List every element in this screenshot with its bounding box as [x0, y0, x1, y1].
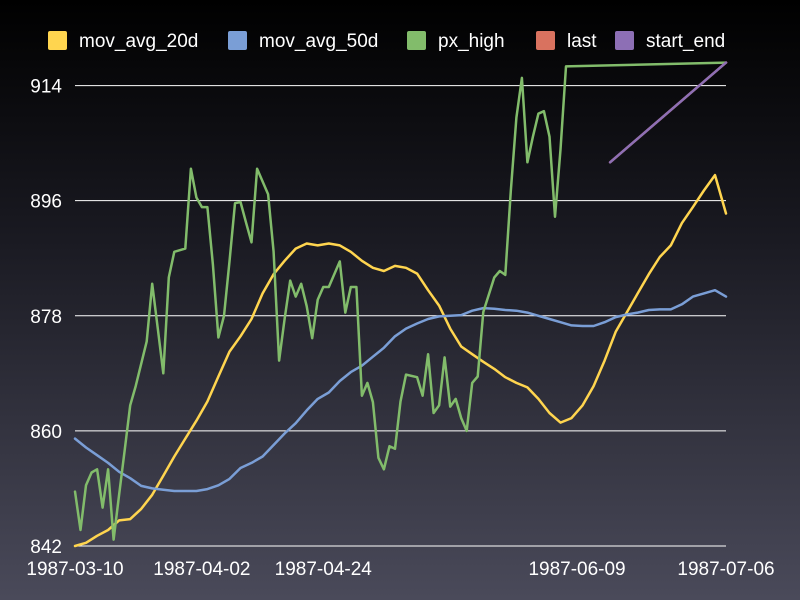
legend-label-start-end: start_end [646, 31, 725, 52]
x-tick-label: 1987-07-06 [677, 559, 774, 580]
legend-label-mov-avg-50d: mov_avg_50d [259, 31, 378, 52]
y-tick-label: 842 [30, 537, 62, 558]
legend: mov_avg_20d mov_avg_50d px_high last start_e… [48, 31, 725, 52]
x-tick-label: 1987-04-02 [153, 559, 250, 580]
x-tick-label: 1987-03-10 [26, 559, 123, 580]
legend-swatch-last [536, 31, 555, 50]
y-tick-label: 878 [30, 307, 62, 328]
legend-swatch-start-end [615, 31, 634, 50]
series-line-mov-avg-50d [73, 288, 728, 493]
series-line-mov-avg-20d [73, 173, 728, 548]
series-line-px-high [73, 61, 728, 541]
y-axis: 842 860 878 896 914 [30, 77, 62, 558]
legend-swatch-px-high [407, 31, 426, 50]
legend-label-px-high: px_high [438, 31, 505, 52]
legend-label-mov-avg-20d: mov_avg_20d [79, 31, 198, 52]
x-tick-label: 1987-04-24 [275, 559, 373, 580]
legend-label-last: last [567, 31, 597, 52]
y-tick-label: 860 [30, 422, 62, 443]
y-tick-label: 914 [30, 77, 62, 98]
x-axis: 1987-03-10 1987-04-02 1987-04-24 1987-06-09… [26, 559, 774, 580]
legend-swatch-mov-avg-50d [228, 31, 247, 50]
series-line-start-end [608, 61, 728, 164]
legend-swatch-mov-avg-20d [48, 31, 67, 50]
series-lines [73, 61, 728, 548]
grid [75, 85, 726, 547]
x-tick-label: 1987-06-09 [528, 559, 625, 580]
y-tick-label: 896 [30, 192, 62, 213]
